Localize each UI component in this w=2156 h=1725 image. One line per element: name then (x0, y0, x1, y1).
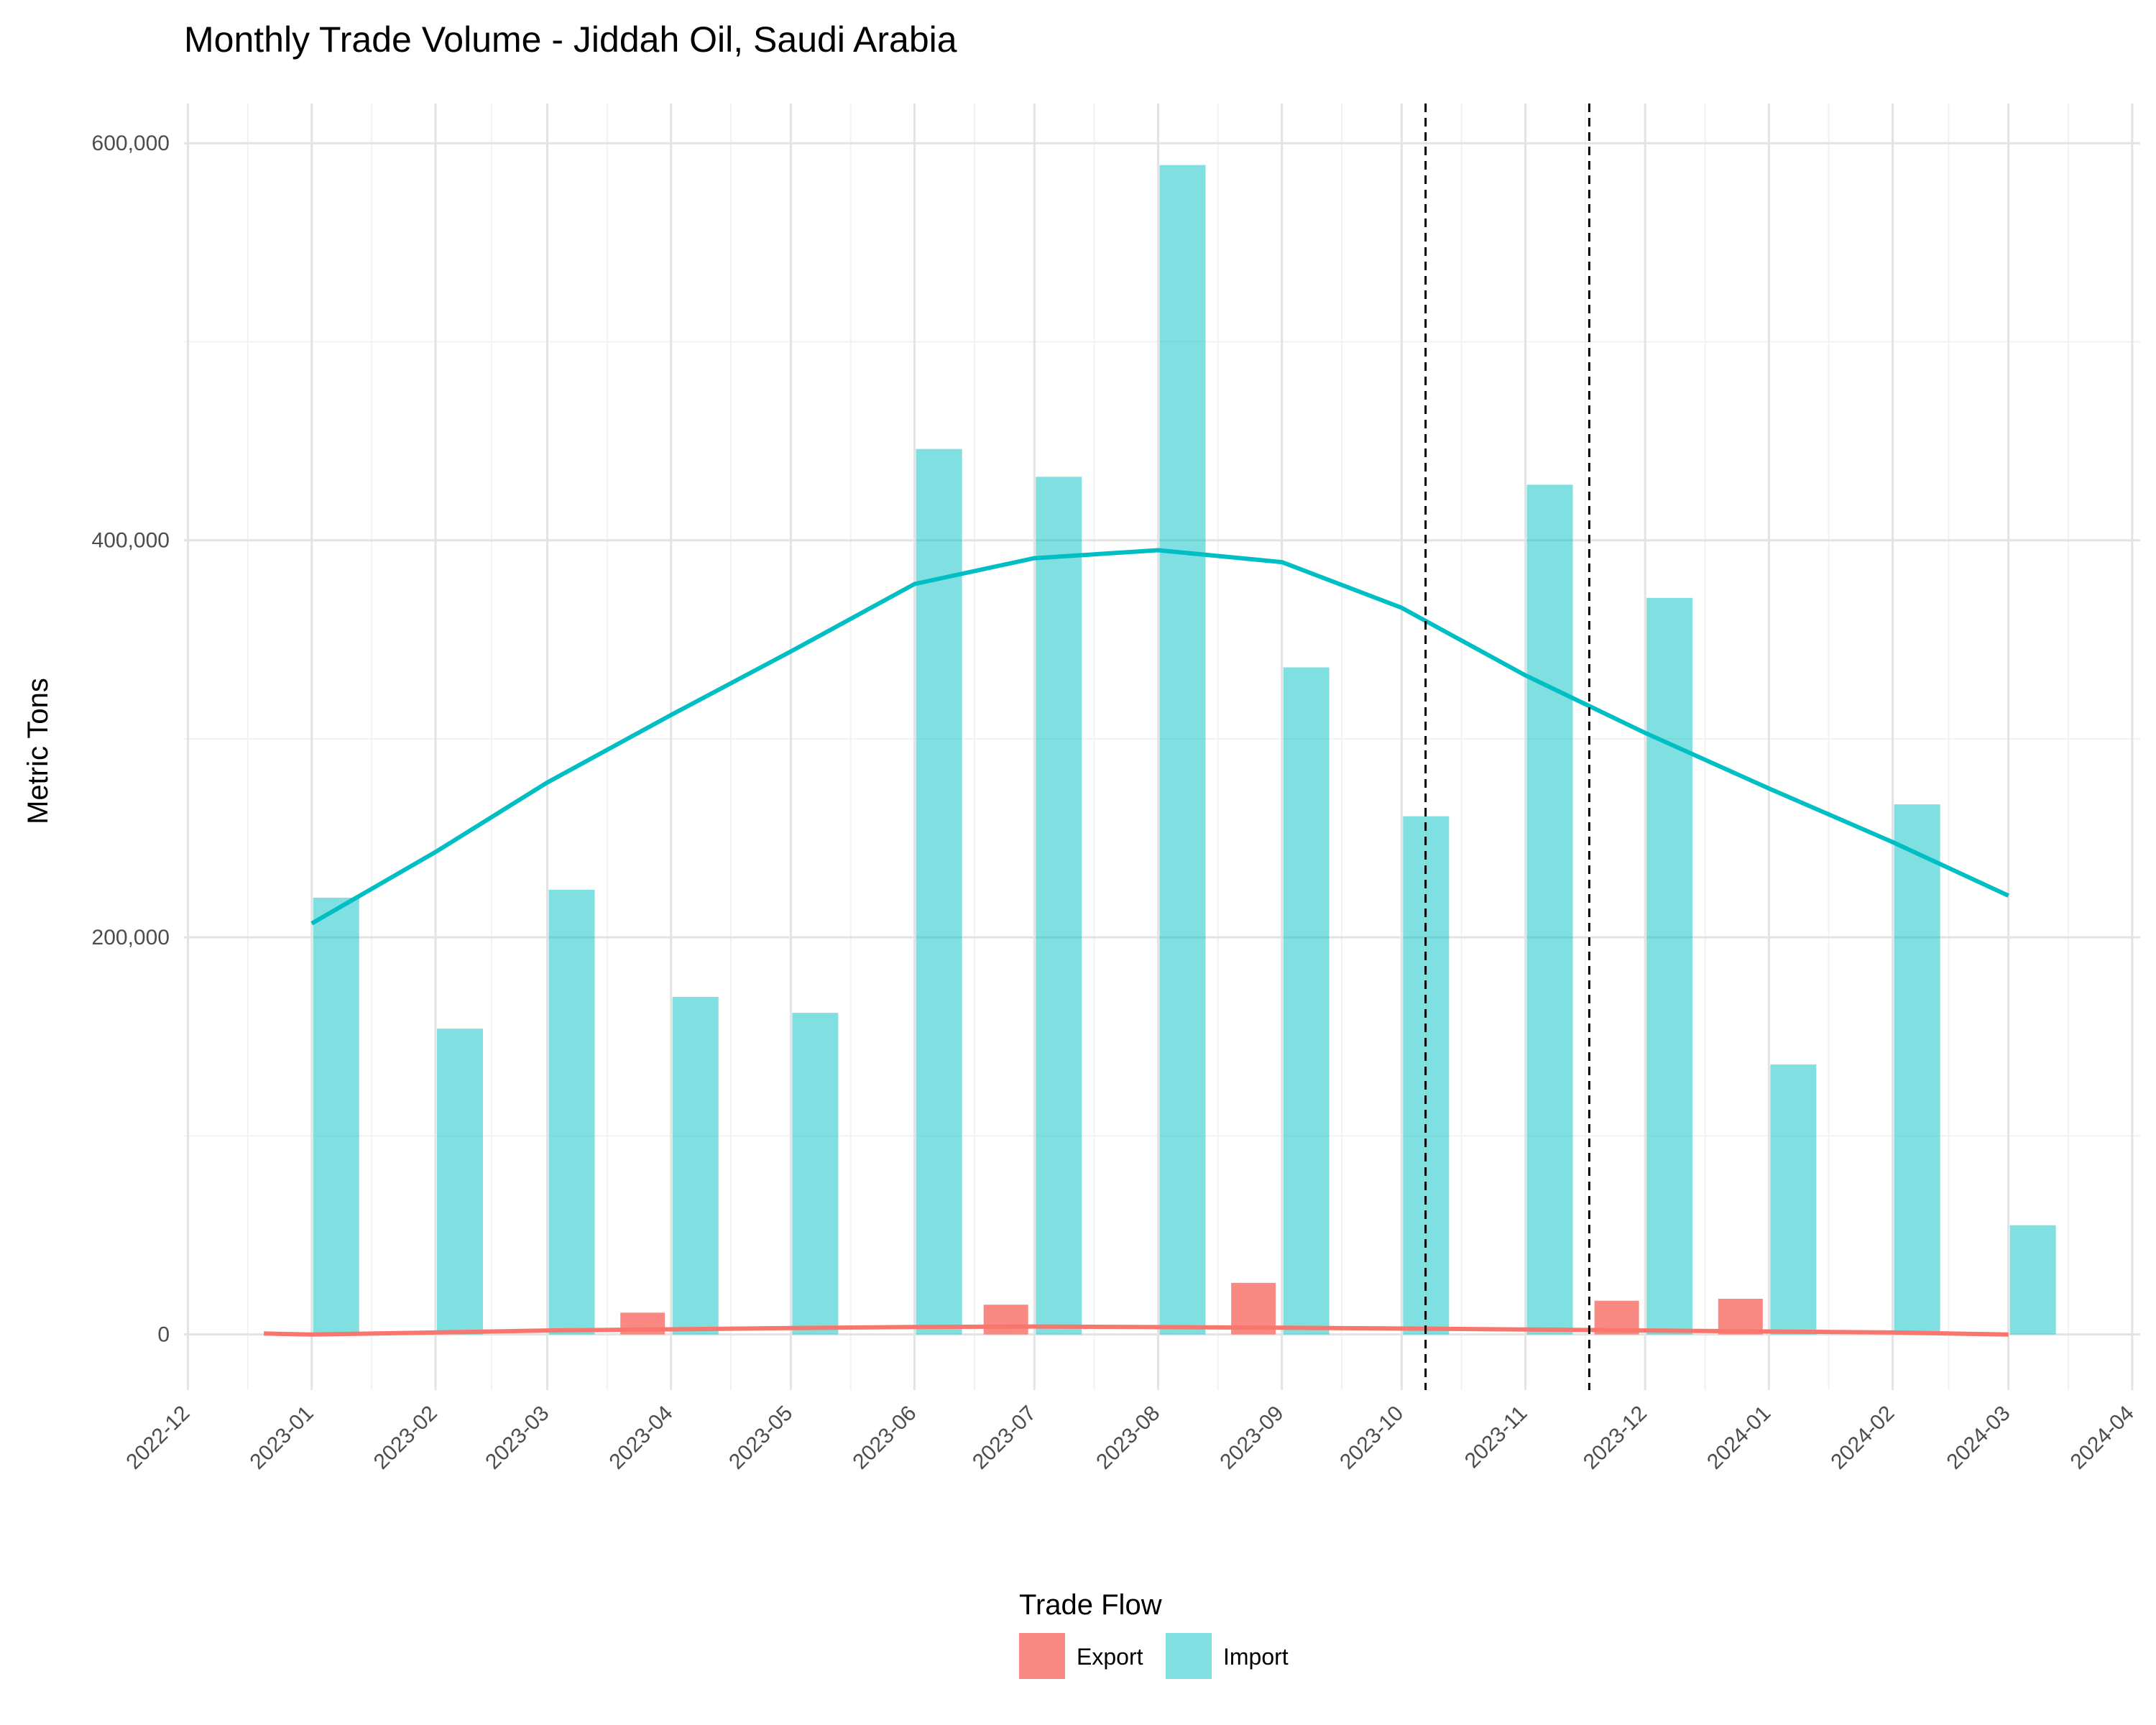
x-tick-label: 2024-03 (1942, 1402, 2014, 1474)
legend-title: Trade Flow (1019, 1589, 1162, 1621)
y-tick-labels: 0 200,000 400,000 600,000 (92, 132, 170, 1346)
import-bar (1894, 804, 1940, 1335)
import-trend-line (310, 548, 2009, 926)
export-bar (1718, 1298, 1763, 1335)
y-tick-label: 400,000 (92, 529, 170, 553)
import-bar (916, 448, 962, 1335)
x-tick-label: 2024-02 (1826, 1402, 1899, 1474)
x-tick-label: 2023-12 (1579, 1402, 1651, 1474)
y-tick-label: 200,000 (92, 926, 170, 949)
import-bar (1646, 597, 1693, 1335)
y-tick-label: 600,000 (92, 132, 170, 155)
legend-label-export: Export (1077, 1644, 1143, 1670)
x-tick-label: 2023-09 (1215, 1402, 1288, 1474)
x-tick-labels: 2022-12 2023-01 2023-02 2023-03 2023-04 2023-… (121, 1402, 2139, 1474)
y-tick-label: 0 (157, 1323, 170, 1347)
x-tick-label: 2023-11 (1460, 1402, 1532, 1473)
chart-title: Monthly Trade Volume - Jiddah Oil, Saudi… (184, 19, 957, 60)
gridlines (184, 104, 2140, 1390)
x-tick-label: 2023-02 (369, 1402, 442, 1474)
import-bar (313, 897, 359, 1335)
x-tick-label: 2023-04 (604, 1402, 677, 1474)
x-tick-label: 2023-08 (1092, 1402, 1164, 1474)
import-bar (2009, 1225, 2056, 1335)
legend: Trade Flow Export Import (1019, 1589, 1289, 1679)
x-tick-label: 2024-01 (1703, 1402, 1775, 1474)
import-bar (792, 1013, 839, 1335)
x-tick-label: 2023-10 (1335, 1402, 1408, 1474)
legend-label-import: Import (1223, 1644, 1289, 1670)
x-tick-label: 2023-01 (246, 1402, 318, 1474)
x-tick-label: 2023-03 (481, 1402, 553, 1474)
import-bar (436, 1029, 483, 1335)
trend-lines (264, 548, 2009, 1337)
legend-swatch-export (1019, 1633, 1065, 1679)
x-tick-label: 2022-12 (121, 1402, 194, 1474)
x-tick-label: 2024-04 (2066, 1402, 2139, 1474)
import-bar (1036, 477, 1082, 1335)
reference-lines (1424, 104, 1590, 1390)
import-bar (1770, 1064, 1817, 1335)
x-tick-label: 2023-06 (848, 1402, 921, 1474)
export-trend-line (264, 1324, 2009, 1337)
export-bar (983, 1305, 1028, 1335)
import-bar (1159, 165, 1206, 1335)
import-bar (672, 997, 719, 1335)
legend-swatch-import (1166, 1633, 1212, 1679)
x-tick-label: 2023-07 (968, 1402, 1041, 1474)
import-bar (1526, 484, 1573, 1335)
import-bar (548, 889, 595, 1335)
import-bar (1283, 667, 1330, 1335)
y-axis-title: Metric Tons (22, 678, 54, 824)
x-tick-label: 2023-05 (724, 1402, 797, 1474)
import-bars (313, 165, 2056, 1335)
